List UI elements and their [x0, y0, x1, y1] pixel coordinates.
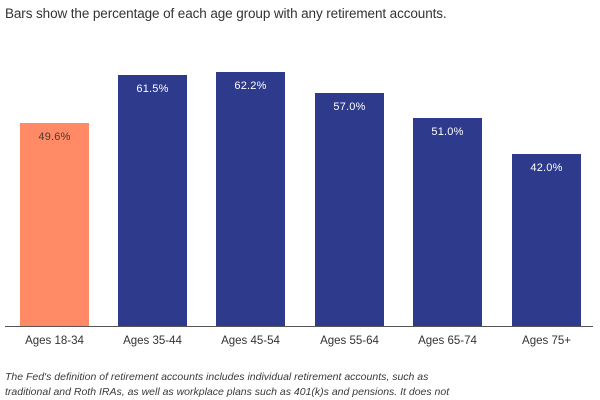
bar-value-label: 61.5% [136, 83, 169, 95]
footnote-line-1: The Fed's definition of retirement accou… [5, 371, 429, 383]
bar-ages-35-44: 61.5% [118, 75, 187, 326]
bar-value-label: 42.0% [530, 162, 563, 174]
bar-ages-18-34: 49.6% [20, 123, 89, 326]
x-tick-label: Ages 75+ [522, 335, 571, 347]
plot-area: 49.6% 61.5% 62.2% 57.0% 51.0% 42.0% [5, 40, 593, 326]
x-tick-label: Ages 35-44 [123, 335, 182, 347]
bar-ages-45-54: 62.2% [216, 72, 285, 326]
x-tick-label: Ages 65-74 [418, 335, 477, 347]
bar-value-label: 49.6% [38, 131, 71, 143]
bar-value-label: 62.2% [234, 80, 267, 92]
footnote-line-2: traditional and Roth IRAs, as well as wo… [5, 386, 450, 398]
bar-ages-55-64: 57.0% [315, 93, 384, 326]
footnote: The Fed's definition of retirement accou… [5, 370, 595, 400]
chart-subtitle: Bars show the percentage of each age gro… [5, 6, 447, 21]
x-axis-line [5, 326, 593, 327]
bar-value-label: 51.0% [431, 126, 464, 138]
bar-ages-65-74: 51.0% [413, 118, 482, 326]
x-tick-label: Ages 18-34 [25, 335, 84, 347]
bar-value-label: 57.0% [333, 101, 366, 113]
x-tick-label: Ages 45-54 [221, 335, 280, 347]
bar-ages-75-: 42.0% [512, 154, 581, 326]
x-tick-label: Ages 55-64 [320, 335, 379, 347]
